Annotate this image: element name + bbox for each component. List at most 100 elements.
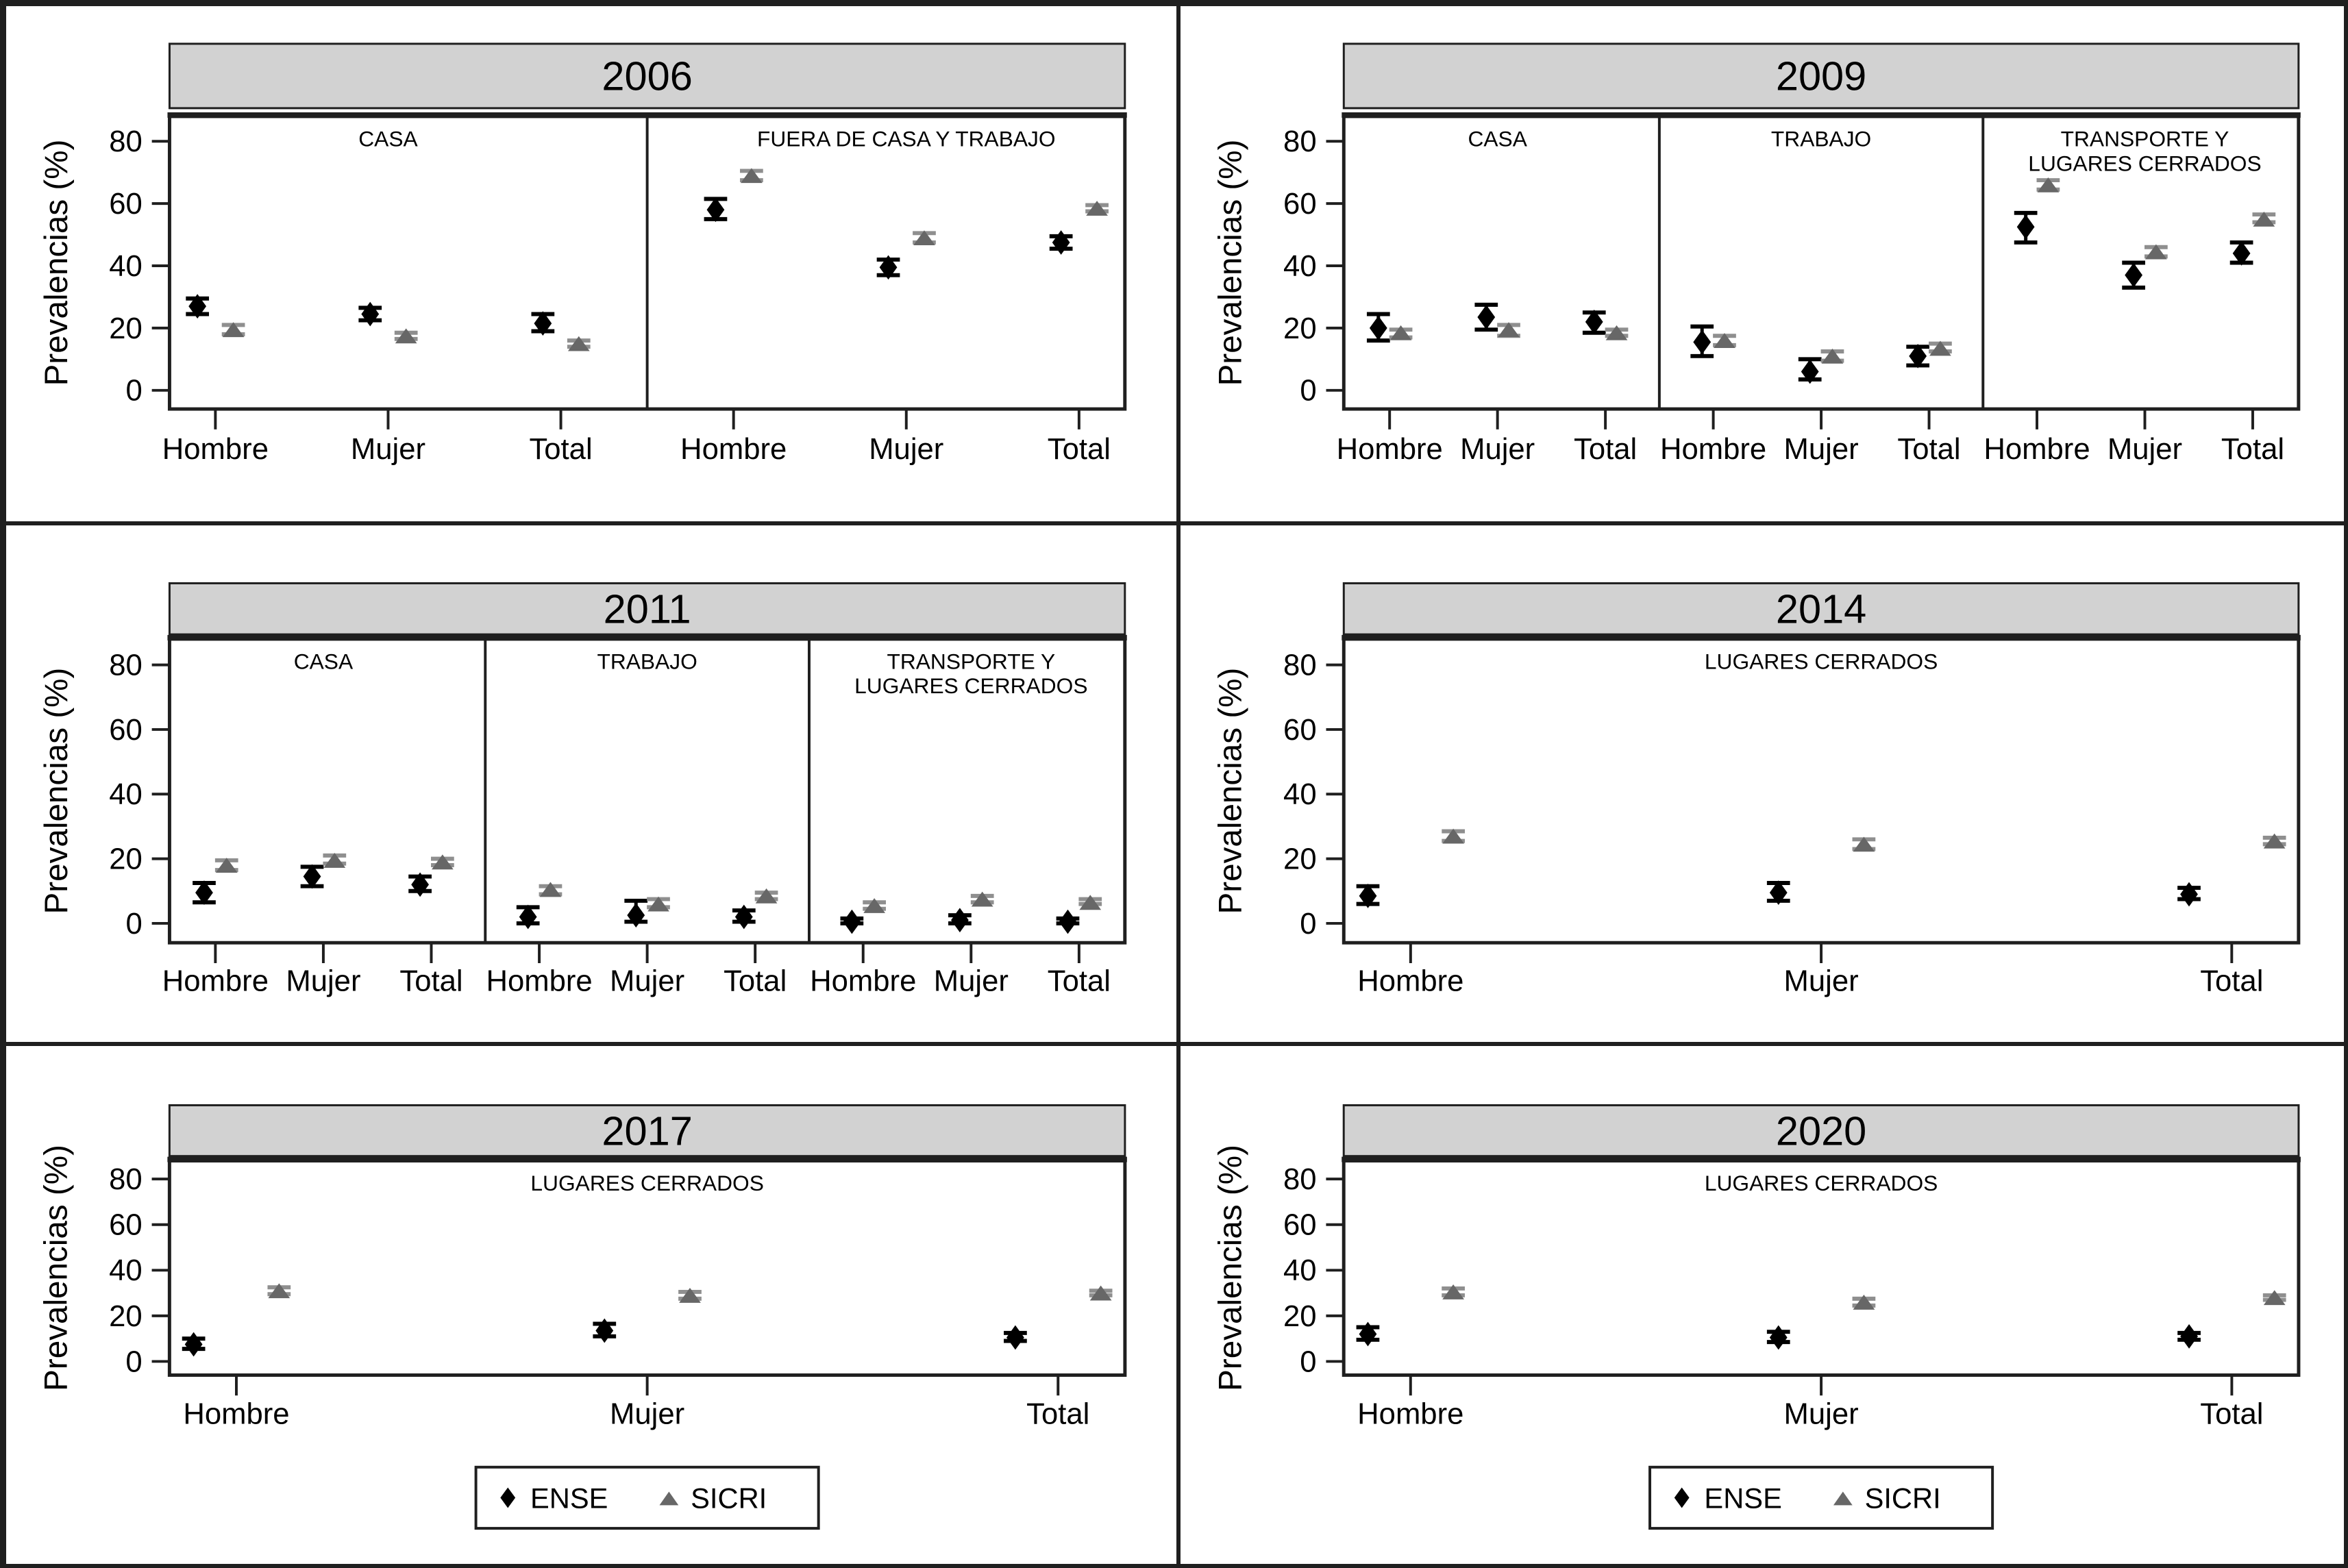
sicri-point — [647, 896, 669, 912]
ense-point — [1052, 230, 1070, 255]
ense-point — [2125, 262, 2143, 288]
x-category-label: Hombre — [810, 964, 916, 997]
y-axis-title: Prevalencias (%) — [38, 140, 75, 386]
sicri-point — [863, 898, 886, 913]
y-axis-title: Prevalencias (%) — [1213, 1145, 1249, 1391]
x-category-label: Total — [2221, 432, 2284, 466]
y-tick-label: 60 — [109, 1208, 143, 1242]
subpanel-label: FUERA DE CASA Y TRABAJO — [757, 127, 1056, 151]
x-category-label: Hombre — [1984, 432, 2090, 466]
ense-point — [1585, 309, 1603, 334]
x-category-label: Mujer — [1784, 964, 1859, 997]
y-tick-label: 40 — [109, 1254, 143, 1287]
sicri-point — [539, 882, 562, 897]
plot-frame — [1342, 1159, 2301, 1377]
x-category-label: Mujer — [286, 964, 360, 997]
y-tick-label: 20 — [109, 1299, 143, 1333]
y-tick-label: 20 — [1283, 1299, 1317, 1333]
panel-2014: 2014 0 20 40 60 80 Prevalencias (%) LUGARES CER… — [1178, 523, 2344, 1044]
sicri-point — [1089, 1285, 1112, 1301]
ense-point — [1059, 909, 1077, 934]
y-tick-label: 0 — [1300, 1345, 1316, 1378]
subpanel-label: LUGARES CERRADOS — [530, 1171, 764, 1195]
ense-point — [1769, 880, 1788, 905]
ense-point — [1359, 1321, 1377, 1347]
sicri-point — [323, 853, 346, 868]
y-tick-label: 0 — [125, 907, 142, 941]
y-axis-title: Prevalencias (%) — [38, 668, 75, 914]
sicri-point — [1821, 348, 1844, 364]
x-category-label: Mujer — [1784, 1397, 1859, 1430]
sicri-point — [2145, 244, 2167, 260]
x-category-label: Total — [1026, 1397, 1089, 1430]
panel-year: 2014 — [1776, 586, 1866, 632]
subpanel-label: CASA — [358, 127, 418, 151]
sicri-point — [913, 230, 935, 246]
panel-year: 2009 — [1776, 53, 1866, 99]
panel-2014-svg: 2014 0 20 40 60 80 Prevalencias (%) LUGARES CER… — [1213, 582, 2301, 997]
legend-sicri-label: SICRI — [1865, 1482, 1941, 1514]
panel-2011: 2011 0 20 40 60 80 Prevalencias (%) CASA TRABAJO… — [4, 523, 1178, 1044]
x-category-label: Total — [2200, 1397, 2263, 1430]
x-category-label: Mujer — [610, 964, 684, 997]
panel-2020-svg: 2020 0 20 40 60 80 Prevalencias (%) LUGARES CER… — [1213, 1104, 2301, 1530]
subpanel-label: TRABAJO — [597, 649, 697, 674]
plot-frame — [1342, 637, 2301, 945]
subpanel-label: TRANSPORTE Y — [887, 649, 1055, 674]
sicri-point — [2263, 1290, 2286, 1306]
y-tick-label: 80 — [1283, 125, 1317, 158]
sicri-point — [1389, 325, 1412, 340]
sicri-point — [741, 168, 763, 184]
sicri-point — [2263, 833, 2286, 849]
x-category-label: Mujer — [934, 964, 1009, 997]
panel-2020: 2020 0 20 40 60 80 Prevalencias (%) LUGARES CER… — [1178, 1044, 2344, 1564]
subpanel-label: CASA — [1468, 127, 1527, 151]
y-tick-label: 60 — [1283, 187, 1317, 221]
year-header-band — [168, 582, 1126, 636]
y-tick-label: 0 — [125, 374, 142, 408]
sicri-point — [268, 1283, 291, 1299]
sicri-point — [1714, 333, 1735, 349]
y-tick-label: 20 — [1283, 842, 1317, 875]
y-axis-title: Prevalencias (%) — [1213, 140, 1249, 386]
x-category-label: Hombre — [1337, 432, 1443, 466]
x-category-label: Mujer — [610, 1397, 684, 1430]
sicri-point — [432, 854, 454, 870]
panel-year: 2011 — [604, 586, 691, 632]
panel-year: 2020 — [1776, 1108, 1866, 1154]
legend-ense-marker-icon — [500, 1487, 516, 1508]
y-tick-label: 80 — [109, 125, 143, 158]
x-category-label: Total — [1897, 432, 1960, 466]
ense-point — [195, 880, 213, 905]
x-category-label: Total — [2200, 964, 2263, 997]
x-category-label: Hombre — [486, 964, 592, 997]
y-axis-title: Prevalencias (%) — [38, 1145, 75, 1391]
x-category-label: Hombre — [1357, 1397, 1463, 1430]
sicri-point — [567, 336, 590, 351]
y-tick-label: 20 — [109, 312, 143, 345]
legend-box — [474, 1465, 820, 1530]
subpanel-label: LUGARES CERRADOS — [854, 673, 1087, 698]
y-tick-label: 40 — [109, 777, 143, 811]
y-tick-label: 80 — [109, 648, 143, 682]
sicri-point — [1442, 828, 1465, 844]
panel-2009-svg: 2009 0 20 40 60 80 Prevalencias (%) CASA TRABAJO… — [1213, 42, 2301, 466]
panel-2011-svg: 2011 0 20 40 60 80 Prevalencias (%) CASA TRABAJO… — [38, 582, 1127, 997]
x-category-label: Total — [399, 964, 462, 997]
y-tick-label: 80 — [1283, 1162, 1317, 1196]
ense-point — [1006, 1325, 1024, 1350]
y-tick-label: 20 — [1283, 312, 1317, 345]
sicri-point — [1086, 201, 1108, 216]
panel-2009: 2009 0 20 40 60 80 Prevalencias (%) CASA TRABAJO… — [1178, 4, 2344, 523]
subpanel-label: TRABAJO — [1771, 127, 1871, 151]
x-category-label: Mujer — [351, 432, 425, 466]
ense-point — [534, 311, 552, 336]
y-tick-label: 20 — [109, 842, 143, 875]
y-tick-label: 0 — [1300, 907, 1316, 941]
sicri-point — [395, 328, 417, 344]
sicri-point — [215, 858, 238, 873]
panel-2017: 2017 0 20 40 60 80 Prevalencias (%) LUGARES CER… — [4, 1044, 1178, 1564]
subpanel-label: CASA — [294, 649, 354, 674]
sicri-point — [971, 891, 993, 907]
year-header-band — [1342, 582, 2300, 636]
